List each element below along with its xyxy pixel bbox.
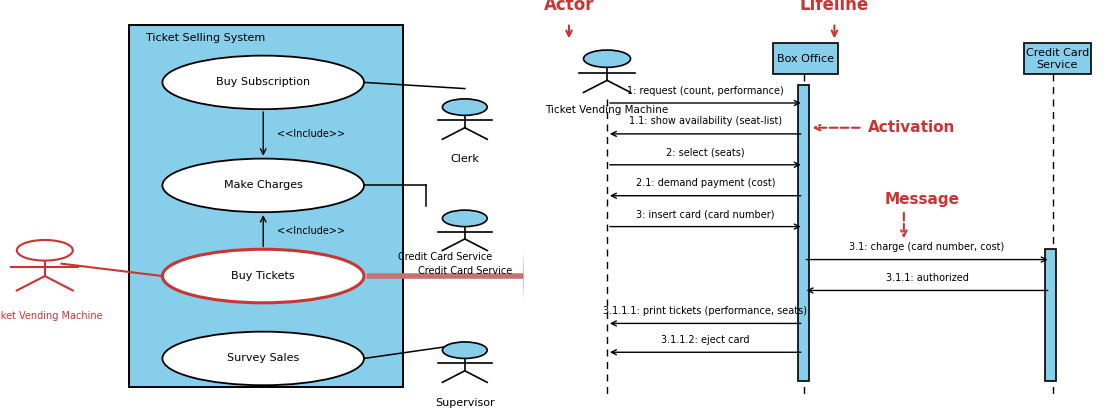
Text: Actor: Actor — [543, 0, 595, 14]
Text: 2: select (seats): 2: select (seats) — [666, 147, 745, 157]
Text: Clerk: Clerk — [450, 154, 479, 164]
Circle shape — [442, 342, 487, 358]
Text: 3.1.1: authorized: 3.1.1: authorized — [886, 273, 969, 283]
Ellipse shape — [162, 159, 364, 212]
Text: Lifeline: Lifeline — [800, 0, 869, 14]
Text: Credit Card Service: Credit Card Service — [398, 252, 493, 262]
Text: Buy Subscription: Buy Subscription — [216, 77, 310, 87]
FancyBboxPatch shape — [1045, 249, 1056, 381]
Text: 1.1: show availability (seat-list): 1.1: show availability (seat-list) — [628, 117, 782, 126]
Circle shape — [584, 50, 631, 67]
Circle shape — [442, 99, 487, 115]
Ellipse shape — [162, 56, 364, 109]
Text: 3.1.1.2: eject card: 3.1.1.2: eject card — [661, 335, 749, 345]
Text: Make Charges: Make Charges — [224, 180, 302, 190]
Text: 2.1: demand payment (cost): 2.1: demand payment (cost) — [635, 178, 775, 188]
Text: Credit Card
Service: Credit Card Service — [1026, 48, 1089, 70]
FancyBboxPatch shape — [1024, 43, 1091, 74]
Text: <<Include>>: <<Include>> — [277, 129, 345, 139]
Text: Supervisor: Supervisor — [435, 398, 495, 407]
Text: <<Include>>: <<Include>> — [277, 226, 345, 236]
Text: 3: insert card (card number): 3: insert card (card number) — [636, 209, 775, 219]
Ellipse shape — [162, 249, 364, 303]
Text: Buy Tickets: Buy Tickets — [232, 271, 295, 281]
Text: Ticket Selling System: Ticket Selling System — [146, 33, 264, 43]
Text: Ticket Vending Machine: Ticket Vending Machine — [545, 105, 669, 115]
Text: Ticket Vending Machine: Ticket Vending Machine — [0, 311, 103, 321]
Ellipse shape — [162, 332, 364, 385]
FancyBboxPatch shape — [773, 43, 838, 74]
Circle shape — [442, 210, 487, 227]
Text: 3.1.1.1: print tickets (performance, seats): 3.1.1.1: print tickets (performance, sea… — [604, 306, 808, 316]
Text: Activation: Activation — [868, 120, 955, 135]
FancyBboxPatch shape — [797, 85, 809, 381]
Text: Box Office: Box Office — [777, 54, 833, 64]
Text: Survey Sales: Survey Sales — [227, 353, 299, 363]
Text: Credit Card Service: Credit Card Service — [418, 266, 512, 276]
Text: 1: request (count, performance): 1: request (count, performance) — [627, 86, 784, 96]
Text: 3.1: charge (card number, cost): 3.1: charge (card number, cost) — [849, 242, 1005, 252]
Text: Message: Message — [885, 192, 960, 207]
FancyBboxPatch shape — [129, 25, 403, 387]
